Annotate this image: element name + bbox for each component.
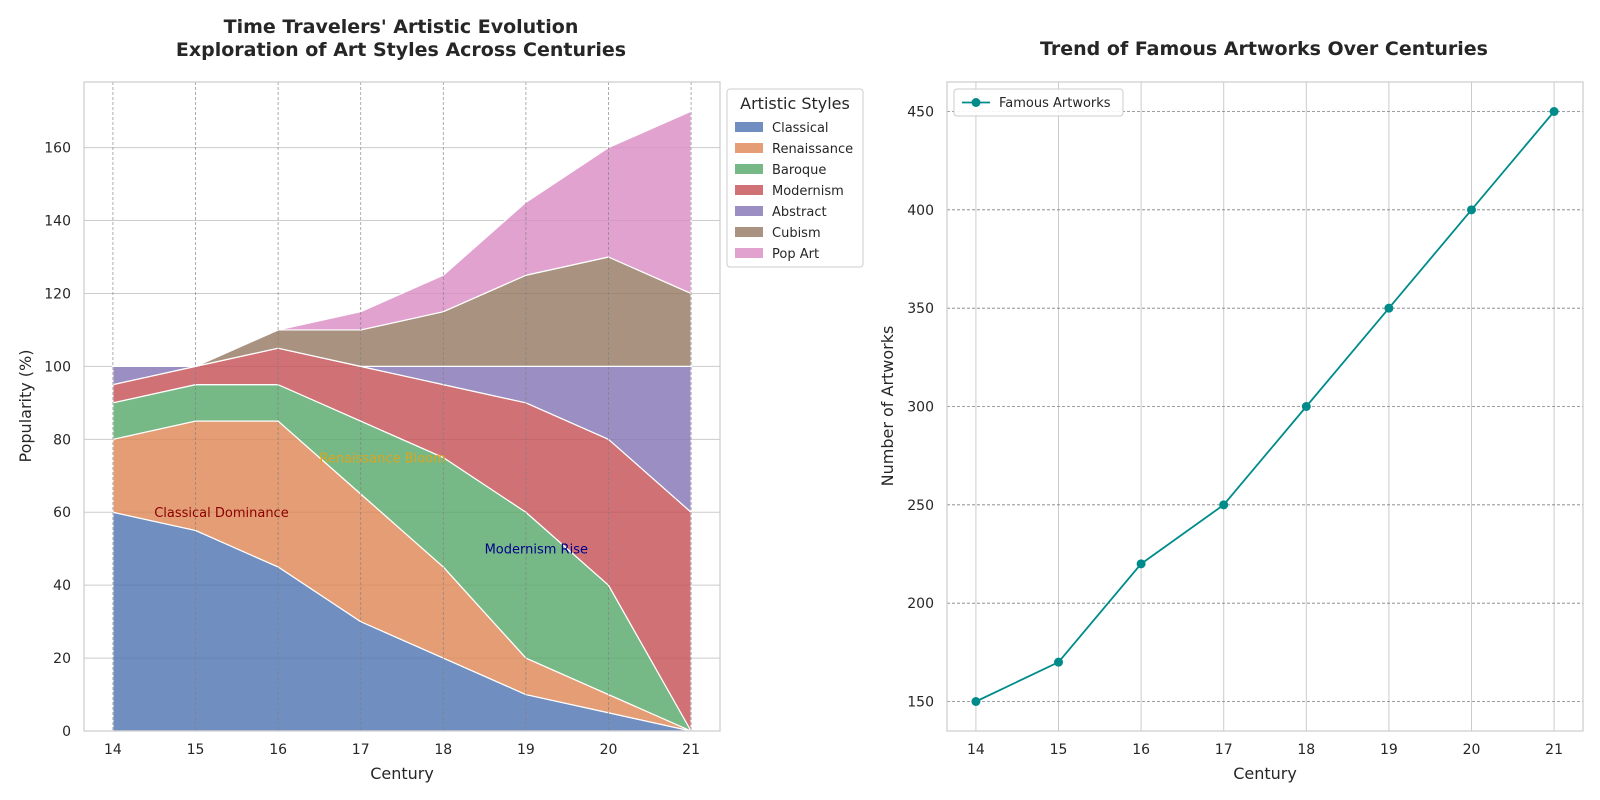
left-tick-labels: 14 15 16 17 18 19 20 21 0 20 40 60 80 100 120 140 160	[44, 141, 700, 758]
right-y-tick-label: 350	[907, 301, 934, 317]
right-y-tick-label: 250	[907, 498, 934, 514]
left-x-axis-label: Century	[370, 764, 434, 783]
left-plot-frame	[83, 81, 721, 732]
right-x-tick-label: 16	[1132, 742, 1150, 758]
right-x-tick-label: 17	[1215, 742, 1233, 758]
left-y-tick-label: 60	[53, 505, 71, 521]
left-y-tick-label: 0	[62, 724, 71, 740]
left-legend-title: Artistic Styles	[740, 94, 850, 113]
right-y-axis-label: Number of Artworks	[878, 326, 897, 487]
legend-swatch-baroque	[735, 164, 763, 174]
right-x-tick-label: 21	[1545, 742, 1563, 758]
annotation-classical-dominance: Classical Dominance	[154, 506, 289, 521]
annotation-modernism-rise: Modernism Rise	[485, 543, 588, 558]
legend-label-classical: Classical	[772, 121, 829, 136]
point-famous-artworks	[1549, 107, 1559, 116]
right-plot-frame	[946, 81, 1584, 732]
left-x-tick-label: 14	[104, 742, 122, 758]
point-famous-artworks	[971, 697, 981, 706]
legend-label-abstract: Abstract	[772, 205, 827, 220]
legend-label-pop-art: Pop Art	[772, 247, 819, 262]
right-legend-frame	[953, 88, 1124, 117]
right-x-tick-label: 20	[1463, 742, 1481, 758]
legend-swatch-abstract	[735, 206, 763, 216]
point-famous-artworks	[1384, 303, 1394, 313]
left-annotations: Classical Dominance Renaissance Bloom Mode…	[154, 452, 588, 558]
legend-swatch-renaissance	[735, 143, 763, 153]
legend-swatch-modernism	[735, 185, 763, 195]
annotation-renaissance-bloom: Renaissance Bloom	[319, 452, 445, 467]
point-famous-artworks	[1301, 402, 1311, 411]
left-title-line: Exploration of Art Styles Across Centuri…	[176, 39, 626, 61]
right-y-tick-label: 150	[907, 695, 934, 711]
left-x-tick-label: 20	[600, 742, 618, 758]
right-x-tick-label: 14	[967, 742, 985, 758]
right-tick-labels: 14 15 16 17 18 19 20 21 150 200 250 300 350 400 450	[907, 105, 1563, 759]
legend-label-modernism: Modernism	[772, 184, 844, 199]
right-x-tick-label: 18	[1297, 742, 1315, 758]
line-chart: Trend of Famous Artworks Over Centuries …	[878, 38, 1584, 783]
left-y-axis-label: Popularity (%)	[16, 350, 35, 463]
left-y-tick-label: 40	[53, 578, 71, 594]
right-x-axis-label: Century	[1233, 764, 1297, 783]
left-x-tick-label: 16	[269, 742, 287, 758]
legend-swatch-cubism	[735, 227, 763, 237]
legend-label-baroque: Baroque	[772, 163, 826, 178]
right-x-tick-label: 19	[1380, 742, 1398, 758]
right-chart-title: Trend of Famous Artworks Over Centuries	[1040, 38, 1488, 60]
left-x-tick-label: 15	[187, 742, 205, 758]
right-x-tick-label: 15	[1050, 742, 1068, 758]
left-vertical-dashed-grid	[112, 82, 692, 731]
right-legend: Famous Artworks	[953, 88, 1124, 117]
right-y-tick-label: 400	[907, 203, 934, 219]
left-legend: Artistic Styles Classical Renaissance Baroq…	[726, 88, 864, 268]
point-famous-artworks	[1136, 559, 1146, 569]
left-y-tick-label: 80	[53, 432, 71, 448]
point-famous-artworks	[1054, 657, 1064, 667]
line-famous-artworks	[975, 110, 1555, 703]
right-y-tick-label: 450	[907, 105, 934, 121]
left-y-tick-label: 120	[44, 286, 71, 302]
right-grid	[947, 82, 1583, 731]
legend-marker-famous-artworks	[971, 98, 981, 107]
left-y-tick-label: 140	[44, 214, 71, 230]
left-x-tick-label: 19	[517, 742, 535, 758]
point-famous-artworks	[1219, 500, 1229, 510]
left-chart-title: Time Travelers' Artistic Evolution Explor…	[176, 16, 626, 61]
left-title-line: Time Travelers' Artistic Evolution	[224, 16, 579, 38]
legend-label-renaissance: Renaissance	[772, 142, 853, 157]
legend-label-famous-artworks: Famous Artworks	[999, 96, 1111, 111]
point-famous-artworks	[1466, 205, 1476, 215]
left-legend-frame	[726, 88, 864, 268]
right-y-tick-label: 300	[907, 400, 934, 416]
right-y-tick-label: 200	[907, 596, 934, 612]
left-y-tick-label: 160	[44, 141, 71, 157]
stacked-area-chart: Time Travelers' Artistic Evolution Explor…	[16, 16, 864, 783]
right-series	[971, 107, 1559, 706]
legend-swatch-pop-art	[735, 248, 763, 258]
legend-label-cubism: Cubism	[772, 226, 821, 241]
left-x-tick-label: 17	[352, 742, 370, 758]
left-y-tick-label: 20	[53, 651, 71, 667]
left-x-tick-label: 21	[682, 742, 700, 758]
legend-swatch-classical	[735, 122, 763, 132]
left-x-tick-label: 18	[434, 742, 452, 758]
left-y-tick-label: 100	[44, 359, 71, 375]
